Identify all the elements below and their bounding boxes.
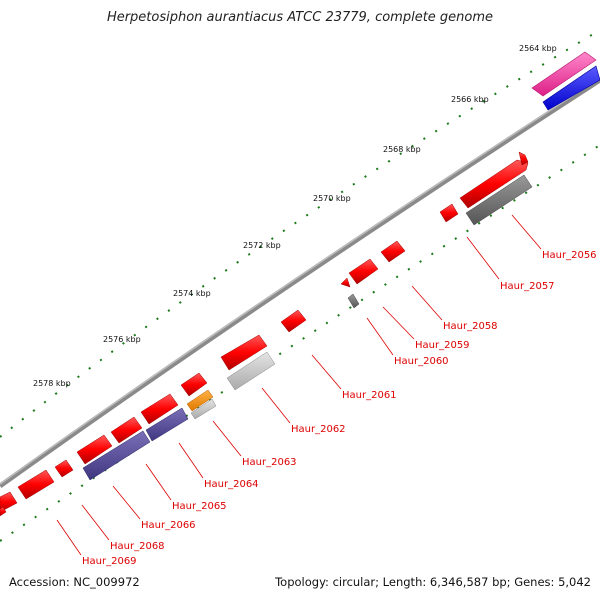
kbp-label-2570: 2570 kbp (313, 194, 351, 203)
inner-tick-ring (0, 144, 600, 542)
gene-label-2064: Haur_2064 (204, 479, 259, 490)
feature-pink-cds[interactable] (531, 51, 597, 97)
gene-label-2069: Haur_2069 (82, 556, 137, 567)
gene-label-2057: Haur_2057 (500, 281, 555, 292)
feature-lightgray-2063[interactable] (190, 398, 217, 420)
gene-label-2056: Haur_2056 (542, 250, 597, 261)
gene-arrow-2062[interactable] (220, 334, 268, 371)
kbp-label-2578: 2578 kbp (33, 379, 71, 388)
feature-orange-2063[interactable] (186, 389, 214, 412)
gene-arrow-2058[interactable] (380, 240, 406, 263)
kbp-label-2566: 2566 kbp (451, 95, 489, 104)
gene-arrows[interactable] (0, 159, 529, 513)
outer-tick-ring (0, 29, 600, 438)
genome-summary-text: Topology: circular; Length: 6,346,587 bp… (275, 575, 591, 589)
backbone-arc-highlight (0, 77, 600, 485)
kbp-label-2574: 2574 kbp (173, 289, 211, 298)
gene-arrow-2063[interactable] (180, 372, 208, 397)
backbone-arc (0, 77, 600, 489)
gene-label-2058: Haur_2058 (443, 321, 498, 332)
gene-arrow-2056[interactable] (459, 159, 529, 209)
gene-arrow-2069[interactable] (0, 491, 18, 513)
kbp-labels: 2564 kbp 2566 kbp 2568 kbp 2570 kbp 2572… (33, 44, 557, 388)
feature-lightgray-2062[interactable] (226, 351, 276, 391)
gene-label-2068: Haur_2068 (110, 541, 165, 552)
leader-lines (56, 214, 542, 556)
gene-arrow-2057[interactable] (439, 203, 459, 223)
feature-gray-2060[interactable] (347, 293, 360, 309)
gene-label-2059: Haur_2059 (415, 340, 470, 351)
feature-red-2069b[interactable] (0, 506, 7, 517)
gene-label-2066: Haur_2066 (141, 520, 196, 531)
gene-arrow-2068[interactable] (17, 469, 55, 500)
feature-purple-2064[interactable] (145, 407, 189, 442)
gene-label-2063: Haur_2063 (242, 457, 297, 468)
gene-arrow-2066[interactable] (76, 434, 113, 465)
gene-label-2065: Haur_2065 (172, 501, 227, 512)
gene-arrow-2060[interactable] (340, 277, 351, 288)
gene-label-2062: Haur_2062 (291, 424, 346, 435)
gene-labels: Haur_2056 Haur_2057 Haur_2058 Haur_2059 … (82, 250, 597, 567)
gene-arrow-2064[interactable] (140, 393, 179, 425)
genome-title: Herpetosiphon aurantiacus ATCC 23779, co… (106, 10, 494, 25)
kbp-label-2564: 2564 kbp (519, 44, 557, 53)
accession-text: Accession: NC_009972 (9, 575, 140, 589)
gene-arrow-2065[interactable] (110, 416, 143, 444)
gene-arrow-2061[interactable] (280, 309, 307, 333)
feature-purple-2066[interactable] (82, 430, 151, 481)
gene-label-2060: Haur_2060 (394, 356, 449, 367)
feature-red-2056b[interactable] (518, 151, 529, 166)
gene-label-2061: Haur_2061 (342, 390, 397, 401)
kbp-label-2568: 2568 kbp (383, 145, 421, 154)
feature-blue-cds[interactable] (542, 65, 600, 111)
kbp-label-2576: 2576 kbp (103, 335, 141, 344)
gene-arrow-2067[interactable] (54, 459, 74, 478)
feature-lane-bottom[interactable] (0, 151, 533, 517)
gene-arrow-2059[interactable] (348, 258, 379, 285)
feature-gray-2056[interactable] (465, 174, 533, 226)
feature-lane-top[interactable] (531, 51, 600, 111)
kbp-label-2572: 2572 kbp (243, 241, 281, 250)
